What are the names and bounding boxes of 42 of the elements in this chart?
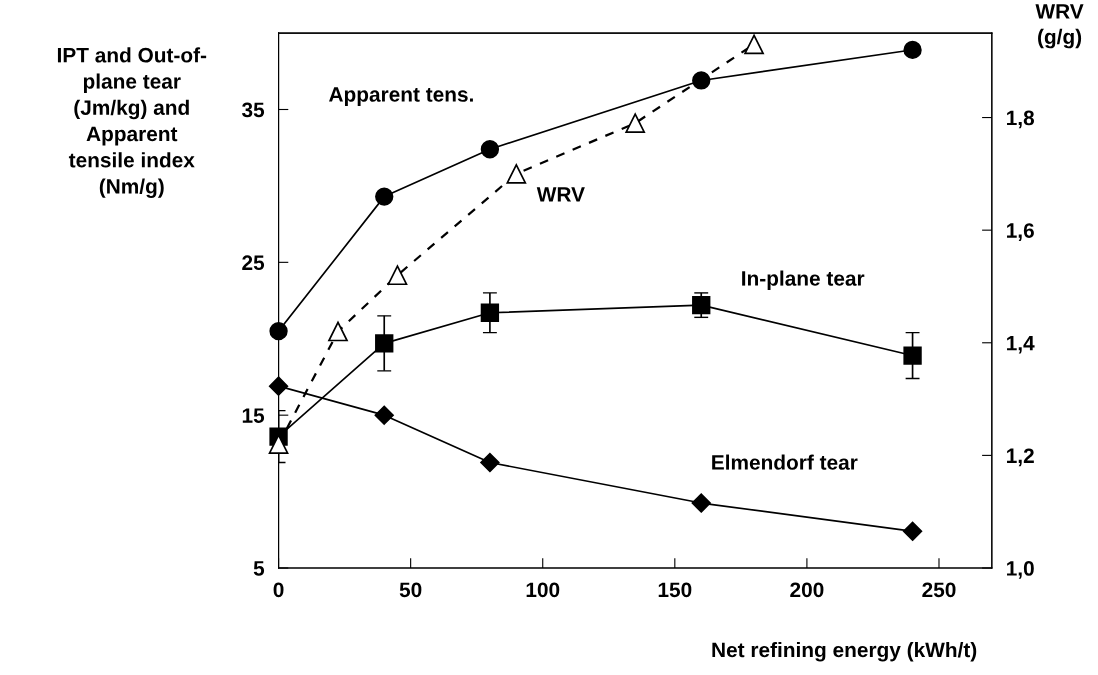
point: [691, 493, 711, 513]
series-label: Apparent tens.: [329, 87, 473, 106]
y2-axis-title: WRV (g/g): [1035, 4, 1084, 49]
point: [506, 163, 527, 184]
y2-tick-label: 1,6: [1007, 223, 1034, 241]
y2-tick-label: 1,2: [1007, 448, 1034, 467]
x-tick-label: 50: [399, 582, 422, 598]
y-tick-label: 35: [241, 102, 265, 118]
x-axis-title: Net refining energy (kWh/t): [712, 641, 977, 662]
point: [744, 34, 764, 55]
point: [692, 71, 711, 90]
point: [269, 321, 288, 341]
y2-tick-label: 1,0: [1007, 561, 1034, 579]
point: [480, 452, 500, 473]
y-axis-title: IPT and Out-of- plane tear (Jm/kg) and Apparent tensile index (Nm/g): [57, 47, 207, 198]
point: [375, 334, 394, 353]
point: [903, 40, 922, 60]
y-tick-label: 5: [253, 561, 265, 576]
y2-tick-label: 1,4: [1007, 335, 1035, 354]
point: [903, 346, 922, 365]
point: [387, 265, 408, 286]
point: [480, 303, 500, 322]
point: [268, 434, 289, 454]
point: [480, 140, 500, 159]
x-tick-label: 150: [658, 582, 692, 598]
y-tick-label: 25: [242, 255, 265, 271]
x-tick-label: 250: [922, 582, 956, 598]
series-label: WRV: [536, 187, 585, 202]
y2-tick-label: 1,8: [1007, 110, 1035, 129]
point: [268, 376, 289, 396]
series-label: Elmendorf tear: [712, 454, 858, 470]
point: [902, 521, 923, 542]
point: [625, 113, 646, 134]
point: [374, 405, 394, 425]
series-label: In-plane tear: [742, 270, 865, 290]
x-tick-label: 0: [273, 582, 284, 598]
point: [375, 187, 394, 206]
y-tick-label: 15: [242, 408, 265, 423]
point: [328, 321, 348, 342]
x-tick-label: 200: [790, 582, 824, 598]
x-tick-label: 100: [526, 582, 560, 598]
point: [692, 295, 711, 315]
